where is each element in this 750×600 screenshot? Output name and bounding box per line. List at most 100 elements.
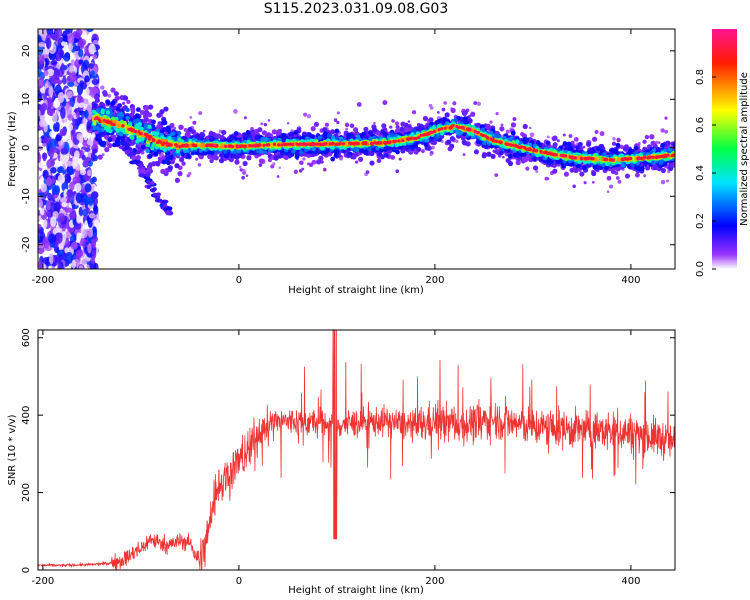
faint-point [544, 176, 549, 181]
noise-blob [74, 182, 82, 193]
faint-point [233, 109, 238, 114]
noise-blob [46, 68, 55, 77]
faint-point [562, 133, 566, 137]
noise-blob [84, 183, 92, 193]
noise-blob [62, 76, 67, 85]
noise-blob [47, 192, 52, 201]
signal-point [167, 165, 173, 171]
faint-point [270, 164, 275, 169]
faint-point [202, 129, 206, 133]
faint-point [535, 170, 539, 173]
signal-point [310, 126, 316, 132]
noise-blob [89, 177, 95, 185]
signal-point [400, 121, 406, 127]
faint-point [612, 137, 616, 141]
faint-point [395, 124, 400, 130]
signal-point [98, 139, 103, 145]
signal-point [159, 109, 165, 115]
faint-point [339, 156, 343, 161]
noise-blob [75, 249, 84, 258]
faint-point [333, 118, 338, 122]
signal-point [333, 153, 339, 158]
noise-blob [54, 239, 59, 248]
signal-point [395, 149, 400, 155]
signal-point [130, 106, 136, 112]
noise-blob [91, 238, 97, 249]
signal-point [650, 140, 656, 146]
noise-blob [61, 201, 68, 208]
signal-point [200, 132, 206, 138]
noise-blob [60, 147, 69, 155]
signal-point [507, 153, 513, 159]
signal-point [372, 127, 378, 133]
faint-point [505, 129, 510, 134]
signal-point [369, 160, 375, 166]
signal-point [422, 115, 429, 122]
faint-point [272, 162, 276, 166]
noise-blob [59, 166, 65, 173]
noise-blob [78, 48, 84, 58]
noise-blob [92, 226, 97, 234]
signal-point [672, 142, 675, 148]
faint-point [525, 166, 530, 171]
noise-blob [62, 35, 69, 43]
faint-point [660, 128, 665, 133]
noise-blob [87, 96, 93, 104]
faint-point [100, 85, 105, 90]
faint-point [502, 155, 505, 159]
noise-blob [92, 196, 99, 206]
signal-point [178, 124, 184, 130]
noise-blob [76, 95, 84, 104]
faint-point [441, 107, 446, 112]
signal-point [596, 164, 602, 170]
signal-point [261, 130, 268, 136]
faint-point [573, 137, 578, 142]
noise-blob [53, 69, 61, 80]
faint-point [500, 123, 504, 127]
signal-point [532, 165, 539, 171]
noise-blob [68, 70, 77, 83]
signal-point [442, 117, 448, 123]
faint-point [591, 180, 595, 184]
faint-point [301, 167, 305, 171]
faint-point [615, 176, 620, 180]
signal-point [668, 165, 674, 172]
signal-point [176, 130, 182, 136]
noise-blob [78, 59, 84, 65]
signal-point [569, 167, 575, 173]
signal-point [603, 165, 609, 171]
faint-point [583, 181, 587, 185]
signal-point [399, 126, 405, 132]
signal-point [135, 155, 141, 161]
signal-point [461, 110, 468, 117]
signal-point [581, 165, 587, 170]
noise-blob [83, 158, 89, 166]
signal-point [234, 159, 240, 165]
signal-point [591, 170, 597, 177]
signal-point [132, 147, 137, 153]
noise-blob [55, 134, 62, 142]
faint-point [664, 130, 668, 134]
noise-blob [38, 260, 43, 269]
noise-blob [51, 183, 57, 195]
noise-blob [38, 194, 41, 204]
faint-point [267, 119, 271, 122]
signal-point [242, 160, 248, 167]
faint-point [195, 157, 199, 161]
spectrogram-marks [38, 29, 675, 269]
faint-point [473, 101, 478, 106]
signal-point [428, 117, 434, 123]
branch-point [154, 198, 163, 203]
noise-blob [84, 75, 90, 83]
signal-point [174, 163, 180, 169]
faint-point [356, 102, 362, 107]
signal-point [112, 142, 117, 148]
signal-point [179, 156, 185, 163]
signal-point [460, 135, 466, 141]
faint-point [263, 122, 268, 127]
noise-blob [55, 51, 62, 62]
noise-blob [64, 247, 70, 254]
signal-point [490, 153, 496, 159]
signal-point [177, 171, 183, 177]
